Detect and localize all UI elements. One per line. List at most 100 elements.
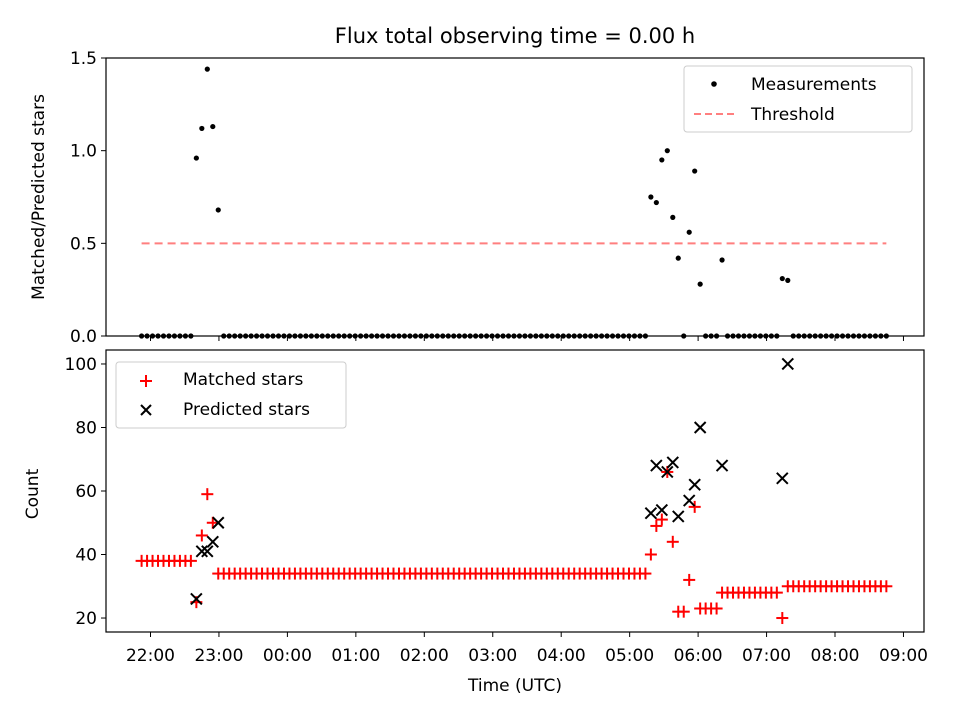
bottom-y-tick-label: 80 [75,418,97,438]
matched-star-point [195,529,208,542]
top-y-tick-label: 1.0 [70,142,97,162]
matched-star-point [639,567,652,580]
bottom-y-tick-label: 40 [75,546,97,566]
legend-measurements-marker [711,81,717,87]
predicted-star-point [190,592,203,606]
predicted-star-point [206,535,219,549]
bottom-panel: 20 40 60 80 100 22:00 23:00 00:00 01:00 02:00 03:… [23,349,928,696]
top-plot-frame [105,57,925,337]
top-y-tick-label: 0.5 [70,234,97,254]
predicted-star-stroke [693,421,707,434]
predicted-star-point [672,510,685,523]
predicted-star-stroke [644,507,658,520]
measurement-point [686,229,692,235]
legend-measurements-label: Measurements [751,75,877,95]
bottom-x-tick-label: 05:00 [605,646,654,666]
bottom-x-tick-label: 09:00 [879,646,928,666]
bottom-x-tick-label: 03:00 [468,646,517,666]
matched-star-point [683,573,696,586]
predicted-star-point [661,465,674,479]
predicted-star-stroke [195,545,209,558]
top-y-axis: 0.0 0.5 1.0 1.5 [70,49,106,347]
legend-predicted-label: Predicted stars [183,400,310,420]
measurement-point [779,275,785,282]
predicted-star-point [683,494,696,507]
bottom-x-tick-label: 06:00 [674,646,723,666]
bottom-x-tick-label: 02:00 [400,646,449,666]
predicted-star-point [693,421,707,434]
predicted-star-stroke [212,516,225,529]
top-x-ticks [149,336,904,341]
bottom-legend: Matched stars Predicted stars [115,361,347,429]
predicted-star-stroke [661,465,674,479]
measurement-point [199,125,205,132]
predicted-star-stroke [190,592,203,606]
predicted-star-stroke [781,357,794,371]
measurement-point [692,168,698,174]
legend-matched-label: Matched stars [183,370,303,390]
bottom-x-tick-label: 22:00 [126,646,175,666]
matched-star-point [650,519,663,532]
chart-title: Flux total observing time = 0.00 h [335,24,695,48]
x-axis-label: Time (UTC) [467,676,562,696]
top-legend-box [683,65,913,133]
matched-star-point [776,612,789,625]
matched-star-point [710,602,723,615]
measurement-point [215,207,221,213]
measurement-point [670,214,676,220]
bottom-y-axis: 20 40 60 80 100 [65,355,106,629]
measurement-point [697,281,703,287]
predicted-star-point [201,545,214,558]
matched-star-point [644,548,657,561]
matched-star-point [184,554,197,567]
predicted-star-stroke [650,459,663,472]
measurement-point [664,148,670,154]
bottom-x-tick-label: 04:00 [537,646,586,666]
bottom-x-tick-label: 23:00 [194,646,243,666]
bottom-x-axis: 22:00 23:00 00:00 01:00 02:00 03:00 04:00 05:00… [126,632,928,666]
matched-star-point [201,488,214,501]
bottom-plot-frame [105,349,925,633]
measurement-point [785,277,791,283]
predicted-star-point [212,516,225,529]
predicted-star-point [781,357,794,371]
bottom-plot-marks [135,357,893,625]
legend-matched-marker [140,375,152,387]
top-panel: Flux total observing time = 0.00 h 0.00.… [29,24,925,347]
predicted-star-stroke [201,545,214,558]
top-y-axis-label: Matched/Predicted stars [29,94,49,300]
predicted-star-stroke [776,472,789,485]
bottom-x-tick-label: 07:00 [742,646,791,666]
predicted-star-point [666,456,679,469]
predicted-star-stroke [688,478,701,491]
measurement-point [719,257,725,263]
predicted-star-point [655,503,669,517]
measurement-point [653,199,659,206]
matched-star-point [206,516,219,529]
predicted-star-stroke [655,503,669,517]
top-legend: Measurements Threshold [683,65,913,133]
bottom-x-tick-label: 08:00 [811,646,860,666]
measurement-point [648,194,654,200]
bottom-x-tick-label: 00:00 [263,646,312,666]
bottom-y-tick-label: 100 [65,355,97,375]
predicted-star-stroke [206,535,219,549]
predicted-star-point [776,472,789,485]
top-y-tick-label: 1.5 [70,49,97,69]
bottom-y-axis-label: Count [23,468,43,519]
measurement-point [193,155,199,161]
matched-star-point [688,500,701,513]
predicted-star-point [715,459,729,472]
predicted-star-point [650,459,663,472]
measurement-point [659,157,665,163]
bottom-y-tick-label: 60 [75,482,97,502]
matched-star-point [770,586,783,599]
predicted-star-point [195,545,209,558]
predicted-star-point [644,507,658,520]
matched-star-point [666,535,679,548]
bottom-y-tick-label: 20 [75,609,97,629]
matched-star-point [880,580,893,593]
predicted-star-stroke [715,459,729,472]
measurement-point [204,66,210,72]
